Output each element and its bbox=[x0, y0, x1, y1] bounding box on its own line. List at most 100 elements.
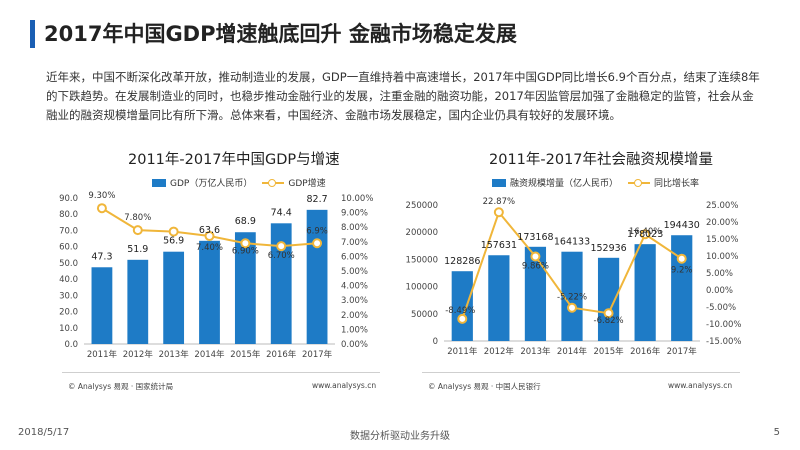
chart1-y-right-tick: 6.00% bbox=[341, 252, 368, 262]
chart2-y-right-tick: -5.00% bbox=[706, 303, 736, 313]
chart1-bar bbox=[270, 223, 292, 344]
chart2-bar-label: 152936 bbox=[590, 243, 626, 254]
chart2-source: © Analysys 易观 · 中国人民银行 bbox=[428, 382, 541, 391]
title-accent-bar bbox=[30, 20, 35, 48]
chart1-source-divider bbox=[62, 372, 380, 373]
chart2-y-left-tick: 100000 bbox=[406, 283, 438, 293]
chart1-line-point bbox=[168, 226, 179, 237]
chart1-y-right-tick: 7.00% bbox=[341, 238, 368, 248]
chart1-bar-label: 68.9 bbox=[235, 216, 256, 227]
chart2-line-point bbox=[603, 308, 614, 319]
chart1-x-tick: 2014年 bbox=[194, 349, 225, 360]
chart1-line-point bbox=[132, 225, 143, 236]
chart2-line-label: 9.2% bbox=[671, 266, 693, 276]
chart2-line-point bbox=[493, 207, 504, 218]
chart2-y-left-tick: 200000 bbox=[406, 228, 438, 238]
chart2-line-label: -5.22% bbox=[557, 293, 587, 303]
chart1-bar bbox=[163, 251, 185, 344]
chart1-line-point bbox=[204, 230, 215, 241]
chart2-bar bbox=[488, 255, 510, 341]
chart2-x-tick: 2014年 bbox=[557, 346, 588, 357]
chart1-source: © Analysys 易观 · 国家统计局 bbox=[68, 382, 174, 391]
chart1-y-right-tick: 10.00% bbox=[341, 194, 373, 204]
chart1-y-left-tick: 60.0 bbox=[59, 243, 78, 253]
chart1-bar-label: 56.9 bbox=[163, 236, 184, 247]
chart1-legend-bar-label: GDP（万亿人民币） bbox=[170, 179, 253, 189]
chart1-x-tick: 2012年 bbox=[123, 349, 154, 360]
chart2-url: www.analysys.cn bbox=[668, 381, 733, 390]
chart1-line-label: 6.70% bbox=[268, 251, 295, 261]
chart1-bar bbox=[127, 259, 149, 344]
chart2-bar-label: 178023 bbox=[627, 229, 663, 240]
chart1-line-point bbox=[96, 203, 107, 214]
chart2-x-tick: 2011年 bbox=[447, 346, 478, 357]
chart2-bar bbox=[597, 257, 620, 341]
chart1-line-label: 6.90% bbox=[232, 246, 259, 256]
chart1-line-label: 7.80% bbox=[124, 213, 151, 223]
chart2-line-label: 9.86% bbox=[522, 261, 549, 271]
chart2-y-right-tick: 0.00% bbox=[706, 286, 733, 296]
chart1-y-right-tick: 8.00% bbox=[341, 223, 368, 233]
chart1-x-tick: 2011年 bbox=[87, 349, 118, 360]
chart1-bar-label: 51.9 bbox=[127, 244, 148, 255]
chart1-bar-label: 47.3 bbox=[91, 251, 112, 262]
chart2-bar bbox=[671, 235, 693, 341]
chart2-bar-label: 128286 bbox=[444, 256, 480, 267]
chart1-bar-label: 74.4 bbox=[271, 207, 292, 218]
footer-slogan: 数据分析驱动业务升级 bbox=[350, 431, 450, 442]
chart2-source-divider bbox=[422, 372, 740, 373]
chart1-line-point bbox=[312, 238, 323, 249]
chart1-legend-line-label: GDP增速 bbox=[288, 179, 326, 189]
chart1-y-left-tick: 20.0 bbox=[59, 308, 78, 318]
page-title: 2017年中国GDP增速触底回升 金融市场稳定发展 bbox=[44, 22, 517, 46]
chart1-bar-label: 63.6 bbox=[199, 225, 220, 236]
chart1-url: www.analysys.cn bbox=[312, 381, 377, 390]
chart1-y-left-tick: 80.0 bbox=[59, 210, 78, 220]
chart1-bar-label: 82.7 bbox=[306, 194, 327, 205]
chart1-x-tick: 2017年 bbox=[302, 349, 333, 360]
chart2-y-left-tick: 250000 bbox=[406, 201, 438, 211]
chart2-y-left-tick: 150000 bbox=[406, 255, 438, 265]
chart2-line-label: 22.87% bbox=[483, 197, 515, 207]
chart2-y-left-tick: 50000 bbox=[411, 310, 438, 320]
chart1-legend-line-swatch bbox=[262, 178, 285, 187]
chart2-legend-line-label: 同比增长率 bbox=[654, 179, 700, 189]
chart2-line-point bbox=[457, 313, 468, 324]
chart2-x-tick: 2016年 bbox=[630, 346, 661, 357]
chart1-legend-bar-swatch bbox=[152, 178, 166, 187]
chart2-bar bbox=[634, 244, 656, 341]
chart1-x-tick: 2016年 bbox=[266, 349, 297, 360]
chart1-legend: GDP（万亿人民币） GDP增速 bbox=[152, 176, 326, 189]
chart1-y-right-tick: 0.00% bbox=[341, 340, 368, 350]
chart1-y-left-tick: 30.0 bbox=[59, 291, 78, 301]
chart1-y-right-tick: 5.00% bbox=[341, 267, 368, 277]
chart2-y-right-tick: 15.00% bbox=[706, 235, 738, 245]
chart2-bar-label: 164133 bbox=[554, 237, 590, 248]
chart1-y-left-tick: 90.0 bbox=[59, 194, 78, 204]
chart1-bar bbox=[234, 232, 256, 344]
chart2-y-right-tick: -15.00% bbox=[706, 337, 741, 347]
chart2-legend-line-swatch bbox=[628, 178, 651, 187]
chart2-y-right-tick: -10.00% bbox=[706, 320, 741, 330]
chart2-x-tick: 2012年 bbox=[484, 346, 515, 357]
chart2-line-label: 16.40% bbox=[629, 227, 661, 237]
footer-date: 2018/5/17 bbox=[18, 427, 70, 438]
page-number: 5 bbox=[773, 427, 780, 438]
chart1-y-left-tick: 0.0 bbox=[64, 340, 78, 350]
chart2-bar bbox=[524, 246, 547, 341]
chart1-y-right-tick: 1.00% bbox=[341, 325, 368, 335]
chart2-line-point bbox=[640, 229, 651, 240]
chart2-x-tick: 2013年 bbox=[520, 346, 551, 357]
chart2-legend: 融资规模增量（亿人民币） 同比增长率 bbox=[492, 176, 699, 189]
chart1-line-label: 6.9% bbox=[306, 226, 328, 236]
chart1-y-right-tick: 3.00% bbox=[341, 296, 368, 306]
chart1-bar bbox=[91, 267, 113, 344]
chart1-y-left-tick: 70.0 bbox=[59, 226, 78, 236]
chart2-y-right-tick: 5.00% bbox=[706, 269, 733, 279]
chart2-line-point bbox=[676, 253, 687, 264]
chart1-line-point bbox=[240, 238, 251, 249]
chart1-y-left-tick: 50.0 bbox=[59, 259, 78, 269]
chart1-line-label: 7.40% bbox=[196, 243, 223, 253]
